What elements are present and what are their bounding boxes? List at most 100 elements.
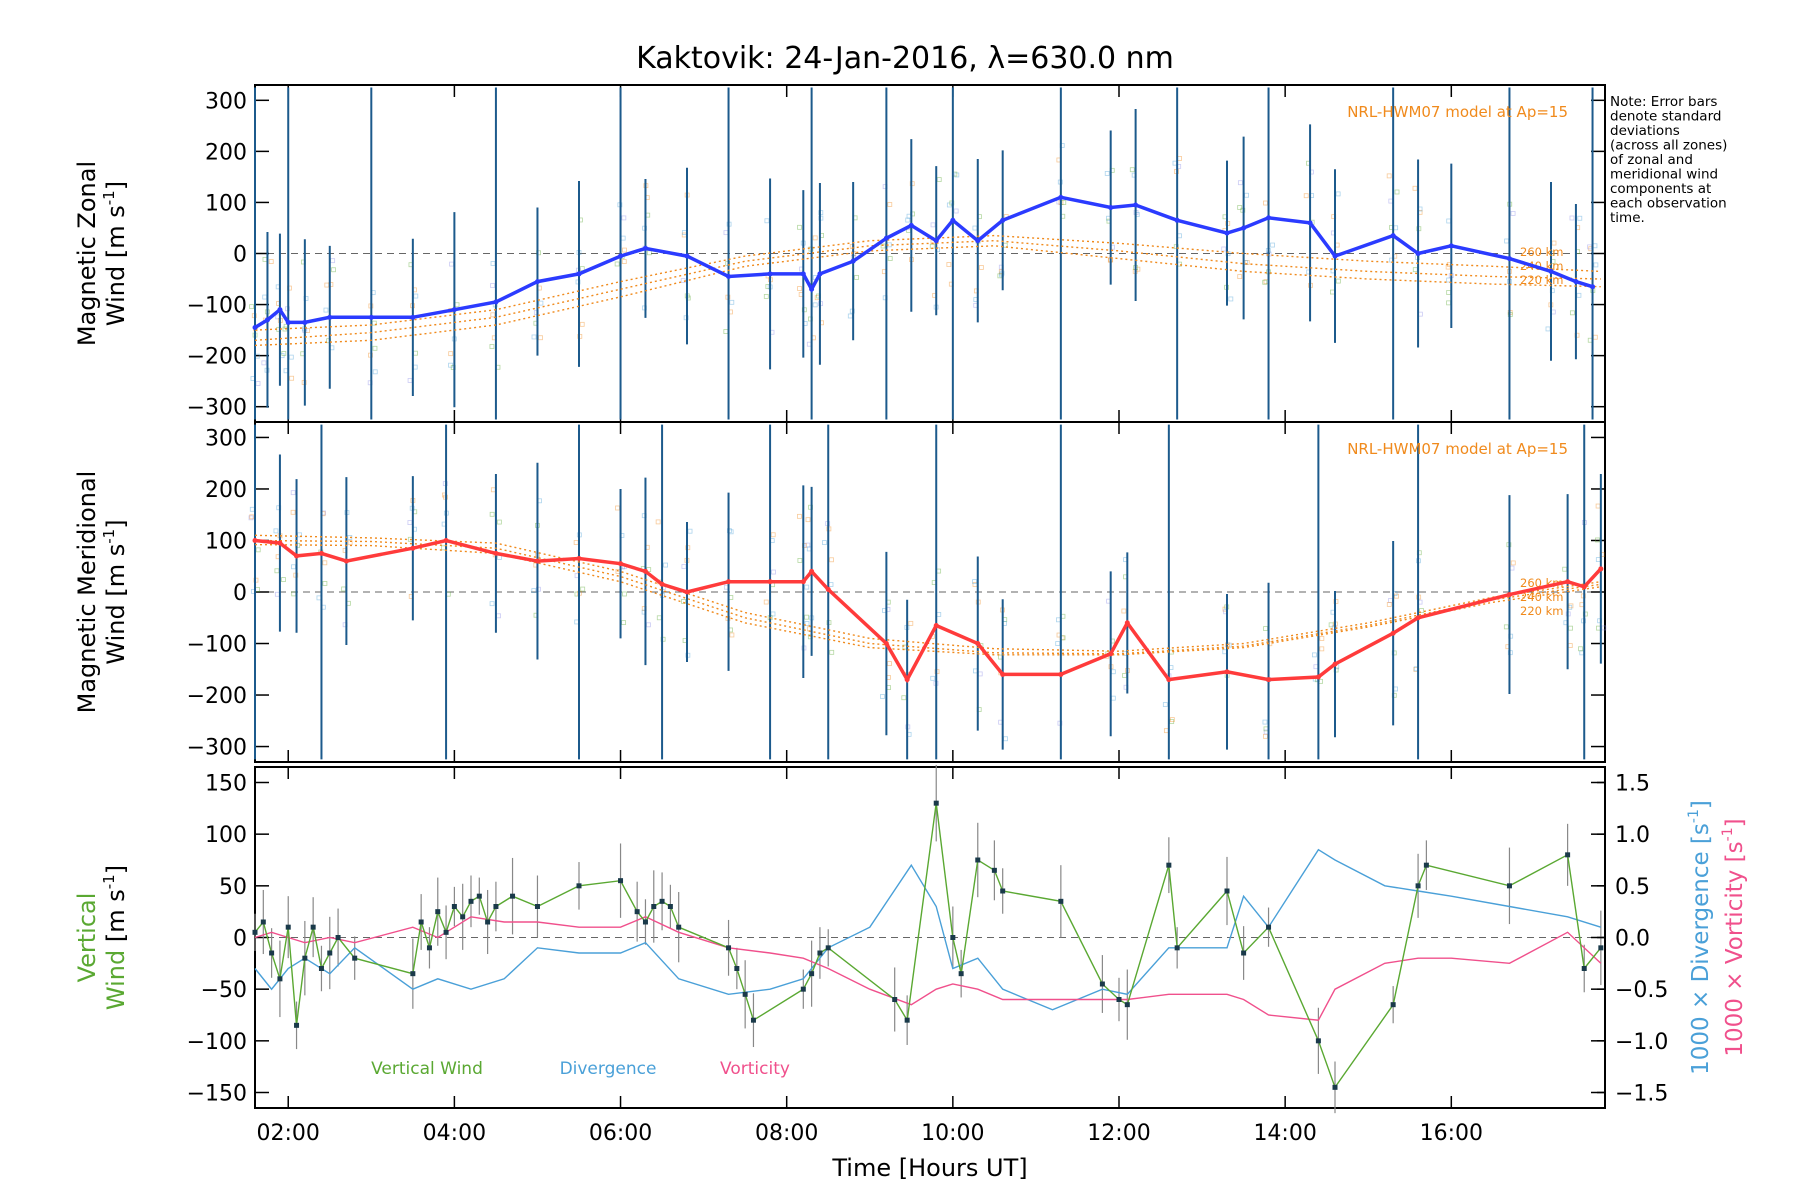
y2-tick-label: −1.5 bbox=[1615, 1082, 1668, 1107]
vertical-wind-marker bbox=[634, 909, 640, 915]
wind-marker bbox=[1108, 205, 1114, 211]
wind-marker bbox=[933, 238, 939, 244]
zone-point bbox=[1237, 274, 1243, 279]
wind-marker bbox=[327, 314, 333, 320]
y-tick-label: 200 bbox=[205, 140, 247, 165]
wind-marker bbox=[726, 579, 732, 585]
wind-marker bbox=[1058, 671, 1064, 677]
chart-title: Kaktovik: 24-Jan-2016, λ=630.0 nm bbox=[636, 41, 1174, 76]
vertical-wind-marker bbox=[418, 919, 424, 925]
zone-point bbox=[1595, 537, 1600, 543]
y-axis-unit-zonal: Wind [m s-1] bbox=[100, 181, 130, 326]
wind-marker bbox=[1415, 251, 1421, 256]
wind-marker bbox=[1390, 630, 1396, 636]
y-tick-label: −100 bbox=[187, 633, 247, 658]
vertical-wind-marker bbox=[734, 966, 740, 971]
vertical-wind-marker bbox=[285, 924, 291, 930]
wind-marker bbox=[534, 558, 540, 564]
vertical-wind-marker bbox=[950, 935, 956, 940]
y-tick-label: −200 bbox=[187, 345, 247, 370]
wind-marker bbox=[975, 641, 981, 647]
zone-point bbox=[322, 581, 328, 586]
zone-point bbox=[249, 514, 255, 520]
vertical-wind-marker bbox=[933, 800, 939, 806]
wind-marker bbox=[767, 271, 773, 277]
wind-marker bbox=[1332, 661, 1338, 667]
zone-point bbox=[322, 560, 328, 566]
zone-point bbox=[771, 569, 776, 575]
y-tick-label: −100 bbox=[187, 1030, 247, 1055]
zone-point bbox=[1569, 215, 1575, 221]
x-tick-label: 04:00 bbox=[423, 1121, 486, 1146]
vertical-wind-marker bbox=[260, 919, 266, 925]
vertical-wind-marker bbox=[817, 950, 823, 956]
wind-marker bbox=[1506, 592, 1512, 598]
wind-marker bbox=[1390, 233, 1396, 239]
zone-point bbox=[449, 261, 454, 267]
zone-point bbox=[908, 620, 914, 626]
panel-vertical: −150 −100 −50 0 50 100 150 −1.5 −1.0 −0.5 0.0 0.5 1.… bbox=[187, 764, 1668, 1182]
y-tick-label: 100 bbox=[205, 529, 247, 554]
zone-point bbox=[1568, 625, 1573, 631]
y-tick-label: −50 bbox=[201, 978, 247, 1003]
zone-point bbox=[646, 622, 651, 628]
zone-point bbox=[930, 675, 936, 681]
zone-point bbox=[1393, 225, 1399, 231]
vertical-wind-marker bbox=[335, 935, 341, 940]
zone-point bbox=[1388, 598, 1393, 603]
zone-point bbox=[655, 519, 661, 525]
zone-point bbox=[316, 595, 322, 601]
vertical-wind-marker bbox=[1390, 1002, 1396, 1008]
zone-point bbox=[946, 202, 952, 208]
zone-point bbox=[407, 378, 413, 383]
wind-marker bbox=[1224, 669, 1230, 675]
zone-point bbox=[274, 568, 280, 574]
wind-marker bbox=[410, 314, 416, 320]
wind-marker bbox=[343, 558, 349, 564]
zone-point bbox=[1545, 326, 1551, 332]
vertical-wind-marker bbox=[426, 945, 432, 951]
zone-point bbox=[496, 613, 501, 619]
zone-point bbox=[441, 545, 446, 551]
legend-item: Vorticity bbox=[720, 1059, 790, 1079]
zone-point bbox=[248, 515, 254, 521]
vertical-wind-marker bbox=[1423, 862, 1429, 868]
wind-marker bbox=[1565, 579, 1571, 585]
wind-marker bbox=[618, 561, 624, 567]
y-tick-label: −300 bbox=[187, 736, 247, 761]
x-tick-label: 14:00 bbox=[1253, 1121, 1316, 1146]
zone-point bbox=[905, 217, 911, 223]
wind-marker bbox=[368, 314, 374, 320]
note-text: Note: Error bars denote standard deviati… bbox=[1610, 94, 1732, 226]
zone-point bbox=[1569, 310, 1575, 316]
model-curve bbox=[254, 234, 1601, 331]
zone-point bbox=[620, 235, 626, 241]
zone-point bbox=[946, 262, 952, 267]
zone-point bbox=[1303, 193, 1309, 199]
zone-point bbox=[1510, 560, 1516, 566]
wind-marker bbox=[1166, 677, 1172, 683]
wind-marker bbox=[264, 317, 270, 323]
wind-marker bbox=[883, 235, 889, 241]
zone-point bbox=[413, 350, 418, 356]
zone-point bbox=[1169, 717, 1175, 723]
wind-marker bbox=[684, 589, 690, 595]
zone-point bbox=[954, 172, 960, 178]
zone-point bbox=[797, 513, 802, 519]
vertical-wind-marker bbox=[435, 909, 441, 915]
wind-marker bbox=[1332, 253, 1338, 259]
vertical-wind-marker bbox=[800, 986, 806, 992]
legend-item: Vertical Wind bbox=[371, 1059, 483, 1079]
vertical-wind-marker bbox=[1415, 883, 1421, 889]
vertical-wind-marker bbox=[1598, 945, 1604, 951]
zone-point bbox=[854, 274, 859, 280]
zone-point bbox=[1567, 643, 1573, 648]
zone-point bbox=[1412, 267, 1418, 273]
x-tick-label: 10:00 bbox=[921, 1121, 984, 1146]
y-axis-unit-meridional: Wind [m s-1] bbox=[100, 519, 130, 664]
wind-marker bbox=[817, 271, 823, 277]
zone-point bbox=[797, 558, 803, 563]
model-curve bbox=[254, 539, 1601, 655]
vertical-wind-marker bbox=[1506, 883, 1512, 889]
wind-marker bbox=[1415, 615, 1421, 621]
